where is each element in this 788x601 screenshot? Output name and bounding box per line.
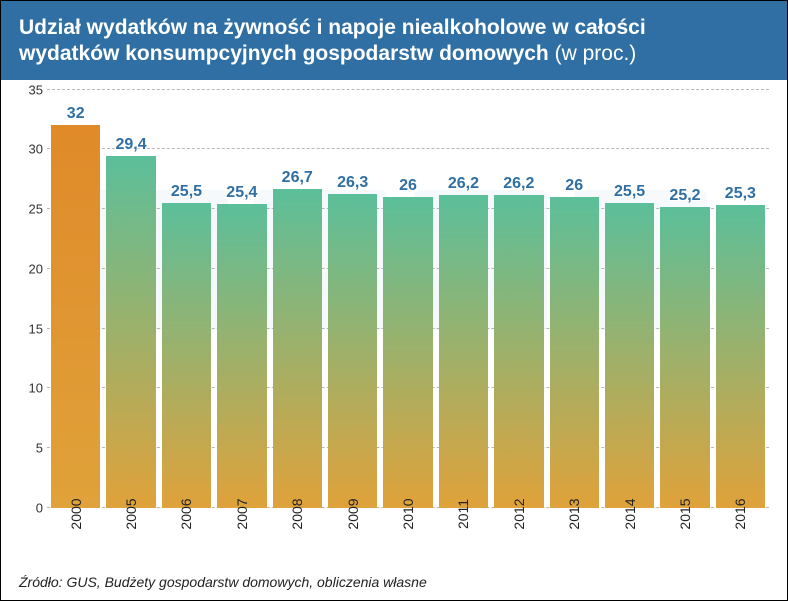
bar-wrap: 26,3 [328,90,377,509]
bar: 29,4 [106,156,155,508]
bar: 25,3 [716,205,765,508]
bar: 26,2 [439,195,488,508]
bar-value-label: 25,2 [669,187,700,205]
bar: 26,7 [273,189,322,508]
x-label: 2009 [328,508,377,568]
bar-wrap: 26,2 [439,90,488,509]
x-label: 2015 [660,508,709,568]
bar: 25,5 [605,203,654,508]
bar: 25,5 [162,203,211,508]
bar-wrap: 25,5 [162,90,211,509]
bar-value-label: 32 [67,105,85,123]
bar-value-label: 26,2 [503,175,534,193]
bar-wrap: 25,5 [605,90,654,509]
bar: 25,2 [660,207,709,508]
chart-title: Udział wydatków na żywność i napoje niea… [1,1,787,80]
bars-container: 3229,425,525,426,726,32626,226,22625,525… [47,90,769,509]
y-tick: 20 [29,261,43,276]
bar-wrap: 25,4 [217,90,266,509]
x-label: 2008 [273,508,322,568]
bar-wrap: 26 [383,90,432,509]
chart-frame: Udział wydatków na żywność i napoje niea… [0,0,788,601]
y-tick: 25 [29,202,43,217]
chart-source: Źródło: GUS, Budżety gospodarstw domowyc… [1,568,787,600]
x-label: 2011 [439,508,488,568]
bar: 26,3 [328,194,377,508]
x-label: 2007 [217,508,266,568]
title-line1: Udział wydatków na żywność i napoje niea… [19,16,646,39]
bar: 26,2 [494,195,543,508]
source-text: Źródło: GUS, Budżety gospodarstw domowyc… [19,574,427,590]
bar: 32 [51,125,100,508]
x-label: 2016 [716,508,765,568]
bar-wrap: 26,2 [494,90,543,509]
bar-wrap: 25,2 [660,90,709,509]
y-tick: 30 [29,142,43,157]
x-label: 2012 [494,508,543,568]
bar-wrap: 32 [51,90,100,509]
x-label: 2005 [106,508,155,568]
bar-wrap: 25,3 [716,90,765,509]
bar-value-label: 26,3 [337,174,368,192]
x-label: 2014 [605,508,654,568]
bar-value-label: 29,4 [116,136,147,154]
bar-value-label: 26 [399,177,417,195]
bar-value-label: 26,2 [448,175,479,193]
bar: 25,4 [217,204,266,508]
y-tick: 5 [36,441,43,456]
title-line2: wydatków konsumpcyjnych gospodarstw domo… [19,42,549,65]
bar: 26 [383,197,432,508]
x-label: 2006 [162,508,211,568]
bar-value-label: 25,3 [725,185,756,203]
y-tick: 15 [29,321,43,336]
bar-value-label: 25,4 [226,184,257,202]
bar-value-label: 25,5 [614,183,645,201]
y-tick: 10 [29,381,43,396]
y-axis: 05101520253035 [13,90,47,509]
x-label: 2000 [51,508,100,568]
bar: 26 [550,197,599,508]
chart-area: 05101520253035 3229,425,525,426,726,3262… [1,80,787,569]
y-tick: 0 [36,501,43,516]
bar-wrap: 26,7 [273,90,322,509]
bar-value-label: 26 [565,177,583,195]
x-axis-labels: 2000200520062007200820092010201120122013… [47,508,769,568]
bar-value-label: 25,5 [171,183,202,201]
y-tick: 35 [29,82,43,97]
title-suffix: (w proc.) [555,42,637,65]
bar-wrap: 26 [550,90,599,509]
bar-wrap: 29,4 [106,90,155,509]
bar-value-label: 26,7 [282,169,313,187]
plot: 05101520253035 3229,425,525,426,726,3262… [13,90,769,569]
x-label: 2010 [383,508,432,568]
x-label: 2013 [550,508,599,568]
